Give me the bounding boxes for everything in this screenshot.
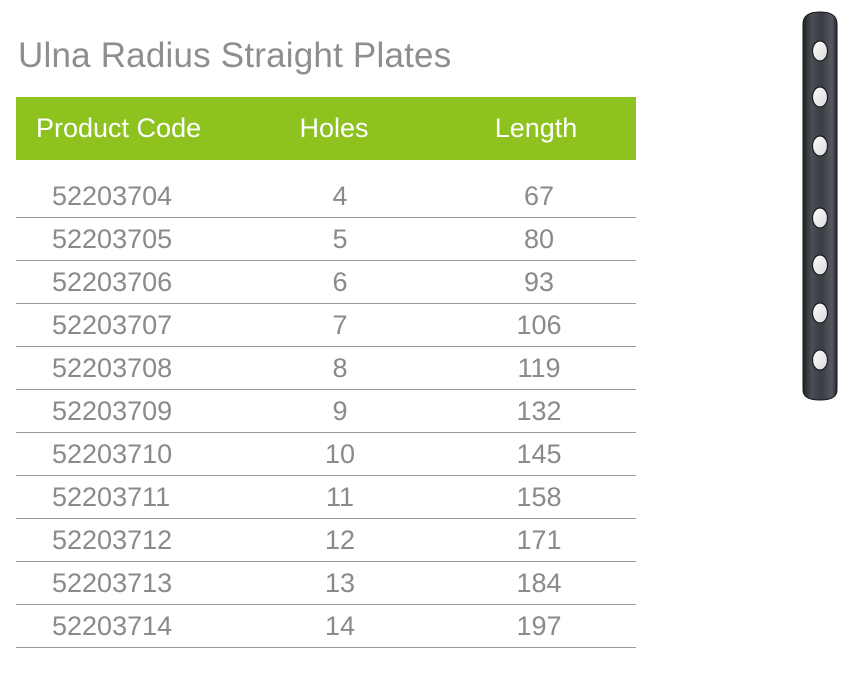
cell-product-code: 52203710 [52,438,173,469]
cell-length: 158 [516,481,562,512]
table-row: 52203704 4 67 [16,175,636,218]
cell-holes: 14 [324,610,356,641]
cell-product-code: 52203707 [52,309,173,340]
cell-holes: 11 [325,481,355,512]
table-row: 52203708 8 119 [16,347,636,390]
page-title: Ulna Radius Straight Plates [18,36,452,75]
cell-length: 184 [516,567,562,598]
header-product-code: Product Code [36,113,202,143]
cell-holes: 10 [324,438,356,469]
table-header: Product Code Holes Length [16,97,636,160]
cell-holes: 7 [332,309,348,340]
cell-product-code: 52203706 [52,266,173,297]
table-row: 52203705 5 80 [16,218,636,261]
cell-product-code: 52203712 [52,524,173,555]
bone-plate-icon [802,11,838,401]
table-row: 52203711 11 158 [16,476,636,519]
table-row: 52203707 7 106 [16,304,636,347]
cell-holes: 6 [332,266,348,297]
cell-holes: 5 [332,223,348,254]
cell-product-code: 52203704 [52,180,173,211]
cell-product-code: 52203708 [52,352,173,383]
header-length: Length [494,113,578,143]
cell-product-code: 52203711 [52,481,171,512]
cell-product-code: 52203714 [52,610,173,641]
table-row: 52203712 12 171 [16,519,636,562]
table-body: 52203704 4 67 52203705 5 80 52203706 6 9… [16,160,636,648]
cell-holes: 9 [332,395,348,426]
cell-holes: 13 [324,567,356,598]
table-row: 52203714 14 197 [16,605,636,648]
cell-length: 119 [517,352,561,383]
cell-product-code: 52203709 [52,395,173,426]
cell-length: 80 [523,223,555,254]
cell-length: 171 [516,524,562,555]
cell-holes: 4 [332,180,348,211]
product-table: Product Code Holes Length 52203704 4 67 … [16,97,636,648]
table-row: 52203713 13 184 [16,562,636,605]
cell-length: 197 [516,610,562,641]
cell-length: 106 [516,309,562,340]
cell-length: 93 [523,266,555,297]
table-row: 52203709 9 132 [16,390,636,433]
table-row: 52203706 6 93 [16,261,636,304]
cell-holes: 12 [324,524,356,555]
cell-length: 145 [516,438,562,469]
cell-product-code: 52203713 [52,567,173,598]
cell-product-code: 52203705 [52,223,173,254]
cell-length: 132 [516,395,562,426]
cell-holes: 8 [332,352,348,383]
cell-length: 67 [523,180,555,211]
table-row: 52203710 10 145 [16,433,636,476]
header-holes: Holes [299,113,369,143]
